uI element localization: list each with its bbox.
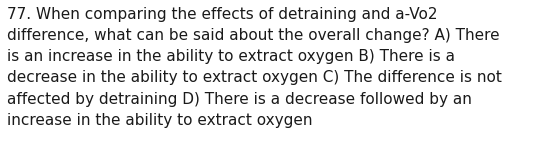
Text: 77. When comparing the effects of detraining and a-Vo2
difference, what can be s: 77. When comparing the effects of detrai…	[7, 7, 502, 128]
